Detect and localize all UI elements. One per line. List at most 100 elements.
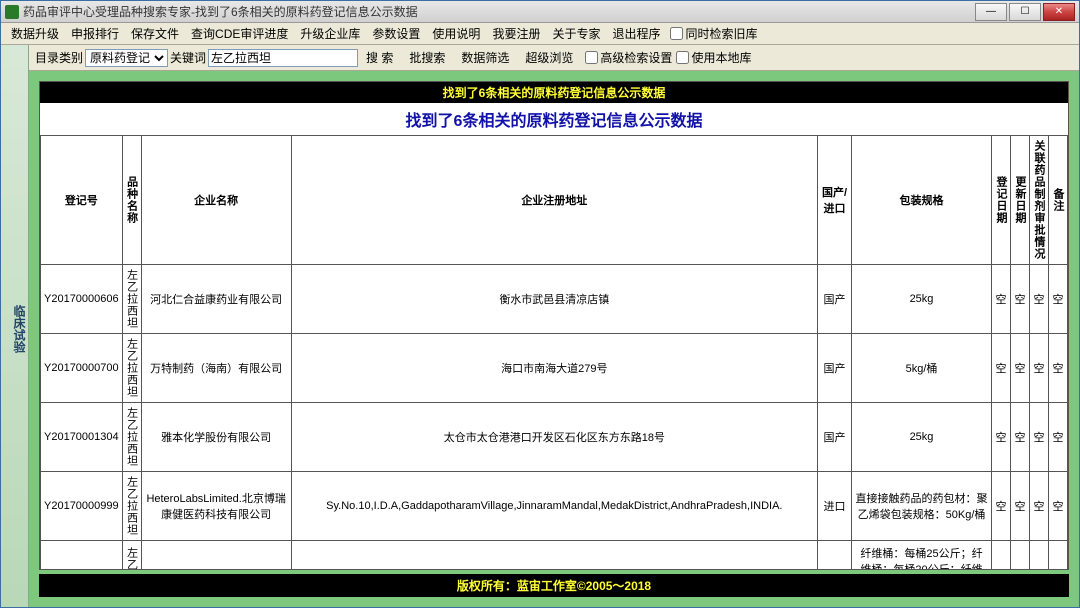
table-row[interactable]: Y20170000700左乙拉西坦万特制药（海南）有限公司海口市南海大道279号… <box>41 334 1068 403</box>
cell-company: HeteroLabsLimited.北京博瑞康健医药科技有限公司 <box>141 472 291 541</box>
cell-pkg: 纤维桶：每桶25公斤；纤维桶：每桶20公斤；纤维桶：每桶10公斤；纤维桶：每桶5… <box>852 541 992 571</box>
col-reg: 登记号 <box>41 136 123 265</box>
cell-d1: 空 <box>992 472 1011 541</box>
window-title: 药品审评中心受理品种搜索专家-找到了6条相关的原料药登记信息公示数据 <box>23 3 975 20</box>
keyword-label: 关键词 <box>170 49 206 66</box>
cell-reg: Y20170000999 <box>41 472 123 541</box>
cell-addr: Sy.No.10,I.D.A,GaddapotharamVillage,Jinn… <box>291 472 817 541</box>
menu-item[interactable]: 使用说明 <box>426 23 486 44</box>
cell-origin: 国产 <box>818 541 852 571</box>
cell-name: 左乙拉西坦 <box>122 472 141 541</box>
cell-d1: 空 <box>992 403 1011 472</box>
menu-item[interactable]: 参数设置 <box>366 23 426 44</box>
cell-reg: Y20170001304 <box>41 403 123 472</box>
app-window: 药品审评中心受理品种搜索专家-找到了6条相关的原料药登记信息公示数据 — ☐ ✕… <box>0 0 1080 608</box>
menu-item[interactable]: 退出程序 <box>606 23 666 44</box>
super-browse-button[interactable]: 超级浏览 <box>519 48 579 67</box>
cell-d3: 空 <box>1030 265 1049 334</box>
cell-addr: 太仓市太仓港港口开发区石化区东方东路18号 <box>291 403 817 472</box>
cell-name: 左乙拉西坦 <box>122 403 141 472</box>
cell-d3: 空 <box>1030 403 1049 472</box>
cell-d2: 空 <box>1011 265 1030 334</box>
cell-addr: 衡水市武邑县清凉店镇 <box>291 265 817 334</box>
cell-d4: 空 <box>1049 403 1068 472</box>
minimize-button[interactable]: — <box>975 3 1007 21</box>
menu-item[interactable]: 申报排行 <box>65 23 125 44</box>
col-regdate: 登记日期 <box>992 136 1011 265</box>
cell-pkg: 5kg/桶 <box>852 334 992 403</box>
cell-d2: 空 <box>1011 472 1030 541</box>
category-label: 目录类别 <box>35 49 83 66</box>
cell-origin: 进口 <box>818 472 852 541</box>
menu-item[interactable]: 查询CDE审评进度 <box>185 23 294 44</box>
search-button[interactable]: 搜 索 <box>360 48 399 67</box>
cell-company: 万特制药（海南）有限公司 <box>141 334 291 403</box>
table-row[interactable]: Y20170001304左乙拉西坦雅本化学股份有限公司太仓市太仓港港口开发区石化… <box>41 403 1068 472</box>
local-db-checkbox[interactable]: 使用本地库 <box>676 49 751 66</box>
category-select[interactable]: 原料药登记 <box>85 49 168 67</box>
oldlib-checkbox[interactable]: 同时检索旧库 <box>670 25 757 42</box>
cell-name: 左乙拉西坦 <box>122 265 141 334</box>
cell-company: 雅本化学股份有限公司 <box>141 403 291 472</box>
cell-d1: 空 <box>992 541 1011 571</box>
menu-item[interactable]: 升级企业库 <box>294 23 366 44</box>
cell-reg: Y20170000700 <box>41 334 123 403</box>
cell-company: 河北仁合益康药业有限公司 <box>141 265 291 334</box>
adv-search-checkbox[interactable]: 高级检索设置 <box>585 49 672 66</box>
cell-d3: 空 <box>1030 541 1049 571</box>
table-row[interactable]: Y20170000606左乙拉西坦河北仁合益康药业有限公司衡水市武邑县清凉店镇国… <box>41 265 1068 334</box>
results-table: 登记号 品种名称 企业名称 企业注册地址 国产/进口 包装规格 登记日期 更新日… <box>40 135 1068 570</box>
cell-origin: 国产 <box>818 334 852 403</box>
cell-d1: 空 <box>992 265 1011 334</box>
maximize-button[interactable]: ☐ <box>1009 3 1041 21</box>
titlebar: 药品审评中心受理品种搜索专家-找到了6条相关的原料药登记信息公示数据 — ☐ ✕ <box>1 1 1079 23</box>
menubar: 数据升级 申报排行 保存文件 查询CDE审评进度 升级企业库 参数设置 使用说明… <box>1 23 1079 45</box>
batch-search-button[interactable]: 批搜索 <box>403 48 451 67</box>
toolbar: 目录类别 原料药登记 关键词 搜 索 批搜索 数据筛选 超级浏览 高级检索设置 … <box>29 45 1079 71</box>
col-origin: 国产/进口 <box>818 136 852 265</box>
col-company: 企业名称 <box>141 136 291 265</box>
cell-d1: 空 <box>992 334 1011 403</box>
cell-reg: Y20170000606 <box>41 265 123 334</box>
menu-item[interactable]: 关于专家 <box>546 23 606 44</box>
cell-d4: 空 <box>1049 334 1068 403</box>
cell-d4: 空 <box>1049 472 1068 541</box>
col-note: 备注 <box>1049 136 1068 265</box>
table-row[interactable]: Y20170000999左乙拉西坦HeteroLabsLimited.北京博瑞康… <box>41 472 1068 541</box>
filter-button[interactable]: 数据筛选 <box>455 48 515 67</box>
cell-addr: 浙江省临海市汛桥 <box>291 541 817 571</box>
menu-item[interactable]: 数据升级 <box>5 23 65 44</box>
cell-d4: 空 <box>1049 541 1068 571</box>
app-icon <box>5 5 19 19</box>
col-name: 品种名称 <box>122 136 141 265</box>
cell-addr: 海口市南海大道279号 <box>291 334 817 403</box>
cell-d4: 空 <box>1049 265 1068 334</box>
content-area: 找到了6条相关的原料药登记信息公示数据 找到了6条相关的原料药登记信息公示数据 … <box>29 71 1079 607</box>
menu-item[interactable]: 保存文件 <box>125 23 185 44</box>
close-button[interactable]: ✕ <box>1043 3 1075 21</box>
col-addr: 企业注册地址 <box>291 136 817 265</box>
cell-d3: 空 <box>1030 334 1049 403</box>
cell-reg: Y20170000952 <box>41 541 123 571</box>
menu-item[interactable]: 我要注册 <box>486 23 546 44</box>
sidebar-tab[interactable]: 临床试验 <box>1 45 29 607</box>
cell-origin: 国产 <box>818 265 852 334</box>
keyword-input[interactable] <box>208 49 358 67</box>
cell-company: 浙江华海药业股份有限公司 <box>141 541 291 571</box>
table-header-row: 登记号 品种名称 企业名称 企业注册地址 国产/进口 包装规格 登记日期 更新日… <box>41 136 1068 265</box>
result-banner-blue: 找到了6条相关的原料药登记信息公示数据 <box>40 103 1068 135</box>
cell-pkg: 25kg <box>852 403 992 472</box>
result-banner-dark: 找到了6条相关的原料药登记信息公示数据 <box>40 82 1068 103</box>
cell-d3: 空 <box>1030 472 1049 541</box>
cell-d2: 空 <box>1011 403 1030 472</box>
cell-name: 左乙拉西坦 <box>122 541 141 571</box>
cell-pkg: 25kg <box>852 265 992 334</box>
cell-origin: 国产 <box>818 403 852 472</box>
cell-pkg: 直接接触药品的药包材：聚乙烯袋包装规格：50Kg/桶 <box>852 472 992 541</box>
cell-name: 左乙拉西坦 <box>122 334 141 403</box>
table-row[interactable]: Y20170000952左乙拉西坦浙江华海药业股份有限公司浙江省临海市汛桥国产纤… <box>41 541 1068 571</box>
col-update: 更新日期 <box>1011 136 1030 265</box>
col-package: 包装规格 <box>852 136 992 265</box>
cell-d2: 空 <box>1011 541 1030 571</box>
cell-d2: 空 <box>1011 334 1030 403</box>
